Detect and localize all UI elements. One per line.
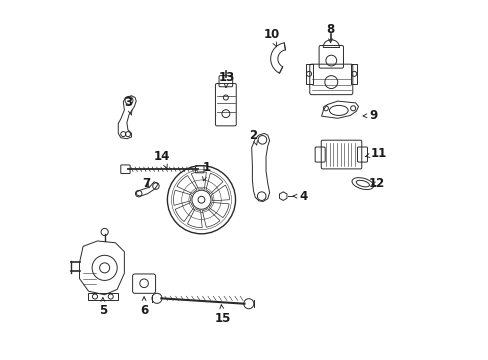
Text: 10: 10 [263,28,279,47]
Text: 13: 13 [218,71,234,87]
Text: 6: 6 [140,297,148,318]
Text: 14: 14 [154,150,170,169]
Text: 8: 8 [326,23,334,43]
Text: 15: 15 [214,305,231,325]
Text: 2: 2 [249,129,257,145]
Text: 11: 11 [365,147,386,159]
Text: 9: 9 [362,109,377,122]
Text: 1: 1 [202,161,210,181]
Bar [305,64,312,84]
Text: 12: 12 [368,177,385,190]
Text: 3: 3 [123,96,132,115]
Bar [350,64,357,84]
Bar [88,293,118,300]
Text: 4: 4 [292,190,307,203]
Text: 7: 7 [142,177,150,190]
Text: 5: 5 [99,298,107,318]
